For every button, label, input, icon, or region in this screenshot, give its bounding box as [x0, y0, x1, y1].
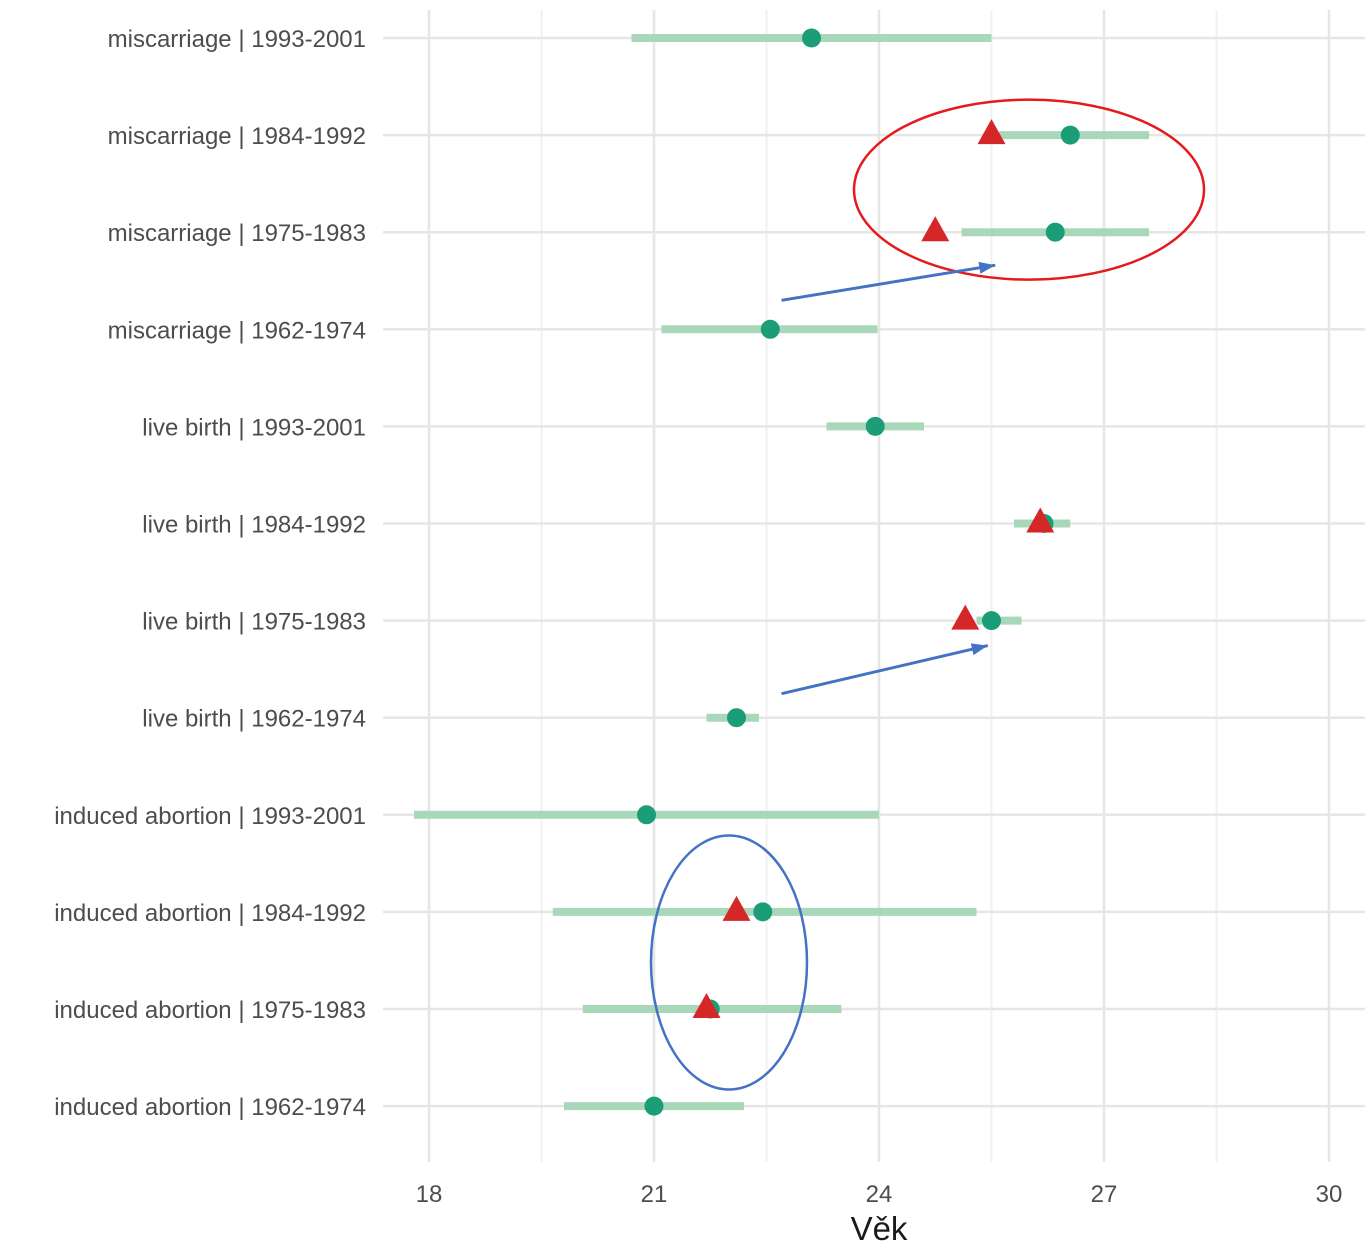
y-axis-label: live birth | 1962-1974 — [142, 706, 366, 733]
y-axis-label: live birth | 1993-2001 — [142, 414, 366, 441]
point-marker — [1060, 125, 1080, 145]
y-axis-label: induced abortion | 1962-1974 — [54, 1094, 366, 1121]
triangle-marker — [722, 895, 751, 921]
y-axis-label: live birth | 1984-1992 — [142, 512, 366, 539]
y-axis-label: live birth | 1975-1983 — [142, 609, 366, 636]
triangle-marker — [692, 993, 721, 1018]
interval-layer — [414, 34, 1149, 1111]
point-layer — [637, 28, 1080, 1116]
blue-ellipse-annotation — [649, 834, 809, 1091]
point-marker — [982, 611, 1001, 631]
x-axis-tick-label: 30 — [1316, 1181, 1343, 1208]
point-marker — [727, 708, 746, 728]
point-marker — [760, 319, 780, 339]
triangle-layer — [692, 119, 1055, 1018]
y-axis-label: miscarriage | 1975-1983 — [108, 220, 366, 247]
x-axis-tick-label: 21 — [641, 1181, 668, 1208]
grid — [383, 10, 1365, 1162]
y-axis-label: miscarriage | 1984-1992 — [108, 123, 366, 150]
annotation-layer — [649, 98, 1206, 1091]
point-marker — [644, 1096, 664, 1116]
y-axis-labels: miscarriage | 1993-2001 miscarriage | 198… — [54, 26, 366, 1121]
x-axis-tick-label: 27 — [1091, 1181, 1118, 1208]
y-axis-label: induced abortion | 1975-1983 — [54, 997, 366, 1024]
y-axis-label: miscarriage | 1993-2001 — [108, 26, 366, 53]
point-marker — [802, 28, 821, 48]
arrow-annotation — [781, 644, 989, 696]
triangle-marker — [1026, 507, 1055, 533]
triangle-marker — [921, 216, 950, 242]
arrow-annotation-head — [978, 261, 996, 274]
x-axis-title: Věk — [851, 1210, 908, 1245]
point-marker — [865, 416, 885, 436]
point-marker — [637, 805, 656, 825]
y-axis-label: induced abortion | 1993-2001 — [54, 803, 366, 830]
arrow-annotation-head — [970, 643, 988, 656]
point-marker — [753, 902, 773, 922]
x-axis-labels: 18 21 24 27 30 — [416, 1181, 1343, 1208]
y-axis-label: induced abortion | 1984-1992 — [54, 900, 366, 927]
y-axis-label: miscarriage | 1962-1974 — [108, 317, 366, 344]
x-axis-tick-label: 18 — [416, 1181, 443, 1208]
point-marker — [1045, 222, 1065, 242]
triangle-marker — [977, 119, 1006, 145]
triangle-marker — [951, 604, 980, 630]
arrow-annotation — [781, 263, 996, 302]
red-ellipse-annotation — [852, 98, 1206, 281]
x-axis-tick-label: 24 — [866, 1181, 893, 1208]
